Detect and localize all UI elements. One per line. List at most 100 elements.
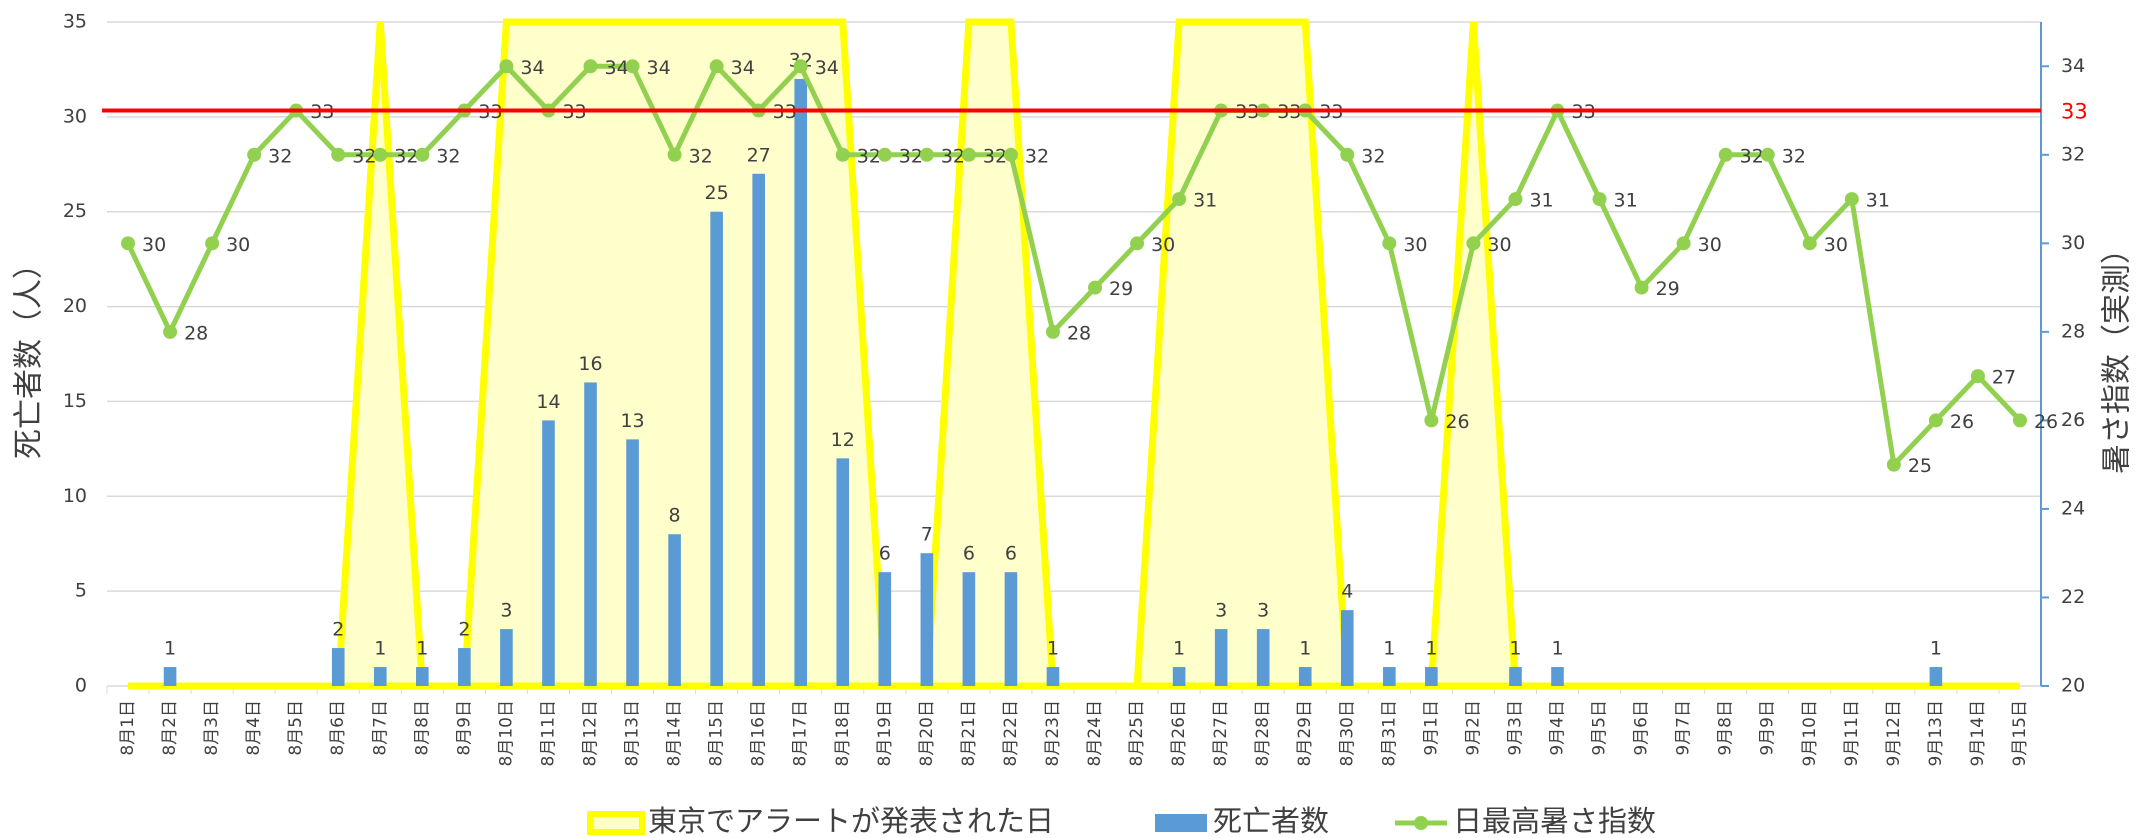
- x-tick-label: 9月10日: [1800, 700, 1820, 766]
- line-value-label: 34: [520, 57, 544, 79]
- legend-label: 死亡者数: [1213, 804, 1329, 838]
- bar-value-label: 1: [1509, 638, 1521, 660]
- legend-swatch: [1155, 814, 1207, 832]
- bar-value-label: 27: [747, 144, 771, 166]
- line-point: [709, 59, 724, 74]
- line-point: [121, 236, 136, 251]
- line-point: [583, 59, 598, 74]
- line-point: [835, 147, 850, 162]
- bar: [542, 420, 555, 686]
- x-tick-label: 8月3日: [202, 700, 222, 756]
- line-value-label: 27: [1992, 367, 2016, 389]
- line-value-label: 32: [394, 145, 418, 167]
- line-value-label: 28: [1067, 322, 1091, 344]
- line-point: [1676, 236, 1691, 251]
- x-tick-label: 8月7日: [370, 700, 390, 756]
- x-tick-label: 8月13日: [623, 700, 643, 766]
- y-tick-label: 20: [63, 295, 87, 317]
- line-point: [1970, 369, 1985, 384]
- bar-value-label: 3: [500, 600, 512, 622]
- x-tick-label: 9月12日: [1884, 700, 1904, 766]
- line-value-label: 31: [1614, 190, 1638, 212]
- bar: [1004, 572, 1018, 686]
- x-tick-label: 9月15日: [2010, 700, 2030, 766]
- bar: [878, 572, 892, 686]
- x-tick-label: 8月20日: [917, 700, 937, 766]
- bar: [920, 553, 934, 686]
- x-tick-label: 9月9日: [1758, 700, 1778, 756]
- line-point: [1172, 192, 1187, 207]
- x-tick-label: 8月4日: [244, 700, 264, 756]
- line-point: [919, 147, 934, 162]
- line-value-label: 32: [941, 145, 965, 167]
- line-point: [1424, 413, 1439, 428]
- bar: [1256, 629, 1270, 686]
- line-value-label: 30: [142, 234, 166, 256]
- bar-value-label: 1: [1173, 638, 1185, 660]
- y2-tick-label: 24: [2061, 497, 2085, 519]
- line-point: [2012, 413, 2027, 428]
- bar-value-label: 1: [1383, 638, 1395, 660]
- bar-value-label: 1: [164, 638, 176, 660]
- y-tick-label: 15: [63, 390, 87, 412]
- line-value-label: 31: [1866, 190, 1890, 212]
- line-value-label: 30: [1824, 234, 1848, 256]
- line-point: [247, 147, 262, 162]
- line-point: [1003, 147, 1018, 162]
- bar: [1929, 667, 1943, 686]
- x-tick-label: 9月5日: [1590, 700, 1610, 756]
- line-value-label: 28: [184, 322, 208, 344]
- line-value-label: 32: [857, 145, 881, 167]
- bar-value-label: 6: [963, 543, 975, 565]
- bar: [1509, 667, 1522, 686]
- bar-value-label: 3: [1215, 600, 1227, 622]
- line-point: [1466, 236, 1481, 251]
- line-point: [1844, 192, 1859, 207]
- bar: [1298, 667, 1312, 686]
- bar: [584, 382, 597, 686]
- legend-label: 東京でアラートが発表された日: [648, 804, 1054, 838]
- bar: [1046, 667, 1060, 686]
- bar-value-label: 1: [416, 638, 428, 660]
- line-value-label: 29: [1109, 278, 1133, 300]
- bar-value-label: 16: [578, 353, 602, 375]
- x-tick-label: 8月21日: [959, 700, 979, 766]
- line-value-label: 32: [436, 145, 460, 167]
- bar-value-label: 2: [458, 619, 470, 641]
- y2-tick-label: 34: [2061, 55, 2085, 77]
- x-tick-label: 8月11日: [538, 700, 558, 766]
- line-value-label: 34: [647, 57, 671, 79]
- x-tick-label: 8月29日: [1295, 700, 1315, 766]
- x-tick-label: 9月1日: [1421, 700, 1441, 756]
- x-tick-label: 8月12日: [581, 700, 601, 766]
- x-tick-label: 8月1日: [118, 700, 138, 756]
- x-tick-label: 9月6日: [1632, 700, 1652, 756]
- bar: [163, 667, 177, 686]
- line-point: [667, 147, 682, 162]
- x-tick-label: 8月28日: [1253, 700, 1273, 766]
- line-point: [1928, 413, 1943, 428]
- bar: [416, 667, 429, 686]
- bar: [836, 458, 850, 686]
- line-value-label: 26: [2034, 411, 2058, 433]
- y-tick-label: 35: [63, 11, 87, 33]
- line-point: [1088, 280, 1103, 295]
- line-value-label: 34: [605, 57, 629, 79]
- y2-tick-label: 30: [2061, 232, 2085, 254]
- line-value-label: 31: [1529, 190, 1553, 212]
- line-value-label: 30: [1151, 234, 1175, 256]
- bar-value-label: 14: [536, 391, 560, 413]
- line-point: [331, 147, 346, 162]
- line-value-label: 34: [815, 57, 839, 79]
- x-tick-label: 8月2日: [160, 700, 180, 756]
- bar: [458, 648, 471, 686]
- x-tick-label: 9月4日: [1548, 700, 1568, 756]
- x-tick-label: 8月10日: [496, 700, 516, 766]
- bar-value-label: 8: [669, 505, 681, 527]
- line-point: [1592, 192, 1607, 207]
- line-point: [877, 147, 892, 162]
- line-point: [1508, 192, 1523, 207]
- bar: [331, 648, 345, 686]
- bar: [1383, 667, 1396, 686]
